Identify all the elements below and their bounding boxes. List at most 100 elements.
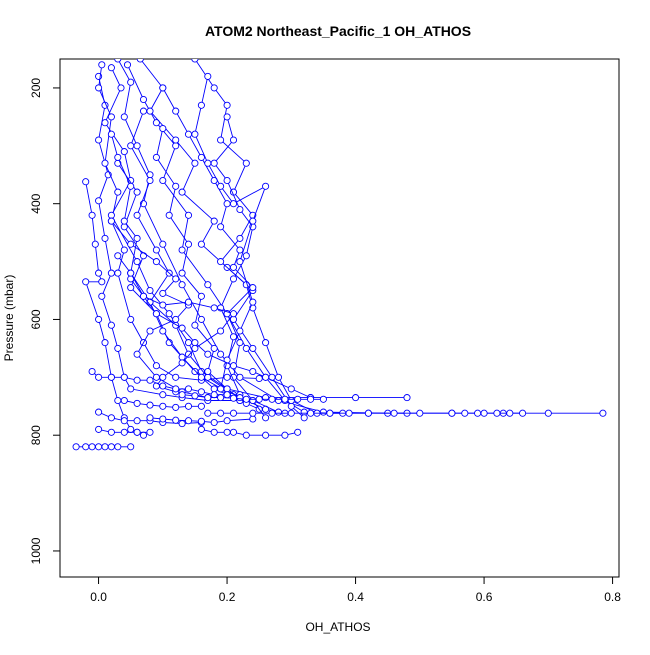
data-point (287, 402, 295, 410)
data-point (268, 409, 276, 417)
data-point (217, 223, 225, 231)
data-point (114, 59, 122, 63)
data-point (146, 428, 154, 436)
data-point (178, 391, 186, 399)
data-point (307, 395, 315, 403)
data-point (204, 350, 212, 358)
x-tick-label: 0.6 (476, 590, 493, 604)
data-point (197, 388, 205, 396)
series-23 (197, 425, 302, 439)
data-point (146, 176, 154, 185)
y-tick-label: 400 (29, 193, 43, 213)
data-point (229, 409, 238, 417)
data-point (114, 153, 122, 161)
data-point (159, 301, 167, 309)
data-point (107, 373, 115, 381)
data-point (255, 374, 263, 383)
x-tick-label: 0.2 (219, 590, 236, 604)
data-point (127, 284, 135, 292)
data-point (345, 409, 353, 417)
data-point (120, 428, 128, 436)
series-20 (88, 367, 244, 402)
data-point (223, 200, 231, 208)
data-point (191, 344, 199, 352)
data-point (274, 373, 283, 381)
chart-title: ATOM2 Northeast_Pacific_1 OH_ATHOS (205, 23, 471, 39)
data-point (133, 234, 141, 242)
data-point (127, 240, 135, 248)
data-point (364, 409, 372, 417)
data-point (242, 344, 250, 352)
data-point (95, 315, 103, 323)
data-point (191, 159, 199, 167)
data-point (107, 321, 115, 329)
data-point (178, 353, 186, 361)
data-point (197, 425, 205, 433)
data-point (229, 136, 238, 144)
x-tick-label: 0.4 (347, 590, 364, 604)
data-point (133, 417, 141, 425)
data-point (197, 101, 205, 109)
data-point (152, 246, 160, 254)
data-point (197, 417, 205, 425)
data-point (82, 178, 90, 186)
data-point (229, 362, 238, 370)
data-point (88, 211, 96, 219)
data-point (204, 409, 212, 417)
data-point (127, 142, 135, 150)
data-point (249, 284, 257, 292)
data-point (120, 373, 128, 381)
data-point (95, 136, 103, 144)
data-point (223, 373, 231, 381)
data-point (120, 417, 128, 425)
data-point (114, 188, 122, 196)
data-point (127, 315, 135, 323)
data-point (139, 292, 148, 300)
data-point (88, 367, 96, 376)
data-point (127, 182, 135, 190)
data-point (255, 395, 263, 403)
series-26 (204, 409, 527, 417)
data-point (197, 292, 205, 300)
data-point (236, 246, 244, 254)
data-point (480, 409, 488, 417)
data-point (120, 148, 128, 156)
data-point (178, 359, 186, 367)
data-point (262, 431, 270, 439)
data-point (210, 344, 218, 352)
data-point (268, 395, 276, 403)
data-point (184, 240, 193, 248)
data-point (493, 409, 501, 417)
y-tick-label: 1000 (29, 537, 43, 564)
data-point (599, 409, 607, 417)
data-point (229, 428, 238, 436)
data-point (101, 234, 109, 242)
data-point (172, 182, 180, 190)
data-point (101, 339, 109, 347)
series-line (213, 116, 254, 395)
data-point (223, 113, 231, 121)
data-point (191, 321, 199, 329)
data-point (107, 428, 115, 436)
data-point (236, 339, 244, 347)
data-point (229, 263, 238, 271)
data-point (133, 376, 141, 384)
data-point (249, 217, 257, 225)
data-point (229, 394, 238, 402)
data-point (159, 402, 167, 410)
data-point (133, 142, 141, 150)
data-point (101, 159, 109, 167)
data-point (229, 275, 238, 283)
data-point (204, 367, 212, 376)
data-point (294, 428, 302, 436)
data-point (191, 130, 199, 138)
data-point (274, 408, 283, 416)
data-point (217, 258, 225, 266)
series-24 (120, 396, 205, 411)
data-point (127, 269, 135, 277)
data-point (114, 344, 122, 352)
data-point (139, 107, 148, 115)
data-point (210, 159, 218, 167)
data-point (107, 269, 115, 277)
data-point (152, 310, 160, 318)
